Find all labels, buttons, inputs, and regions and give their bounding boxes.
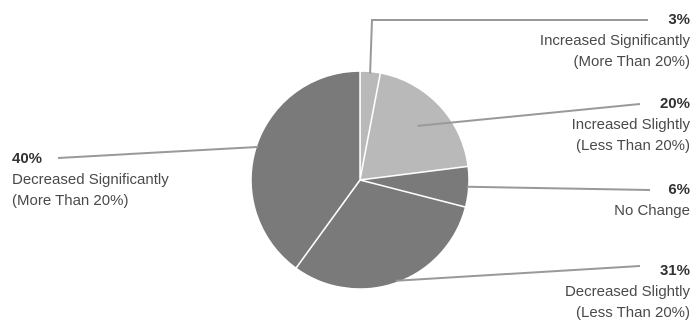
leader-line-2 [417, 103, 641, 127]
slice-labels: 3% Increased Significantly (More Than 20%)… [12, 11, 690, 321]
leader-line-3 [466, 185, 651, 191]
slice-name-label-2-line-1: Increased Slightly [572, 116, 691, 133]
slice-name-label-4-line-1: Decreased Slightly [565, 283, 691, 300]
leader-line-1 [369, 19, 648, 74]
slice-name-label-3-line-1: No Change [614, 202, 690, 219]
slice-pct-label-5: 40% [12, 150, 42, 167]
pie-slice-2 [359, 72, 469, 181]
slice-name-label-4-line-2: (Less Than 20%) [576, 304, 690, 321]
slice-pct-label-3: 6% [668, 181, 690, 198]
pie-slices [250, 70, 470, 290]
slice-name-label-2-line-2: (Less Than 20%) [576, 137, 690, 154]
slice-name-label-1-line-2: (More Than 20%) [574, 53, 690, 70]
slice-pct-label-2: 20% [660, 95, 690, 112]
slice-pct-label-1: 3% [668, 11, 690, 28]
leader-line-4 [396, 265, 641, 282]
slice-pct-label-4: 31% [660, 262, 690, 279]
slice-name-label-5-line-2: (More Than 20%) [12, 192, 128, 209]
pie-slice-4 [294, 179, 467, 290]
leader-line-5 [57, 145, 259, 159]
leader-lines [57, 19, 651, 282]
slice-name-label-5-line-1: Decreased Significantly [12, 171, 169, 188]
slice-name-label-1-line-1: Increased Significantly [540, 32, 691, 49]
